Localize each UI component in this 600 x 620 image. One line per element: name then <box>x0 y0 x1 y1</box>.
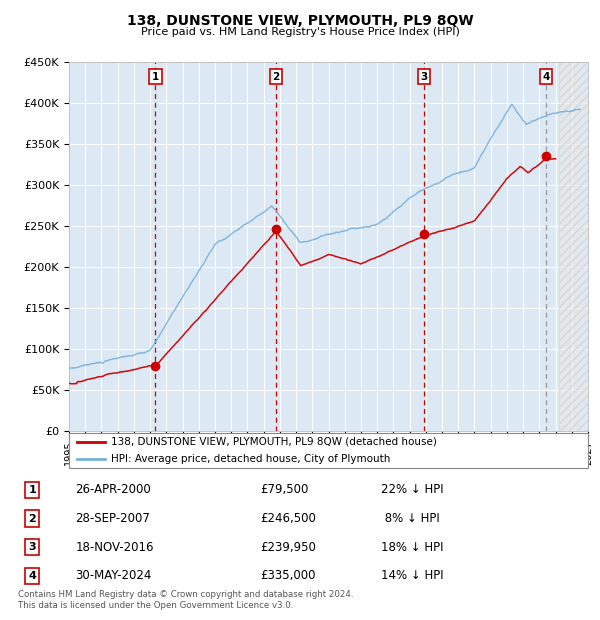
Text: £335,000: £335,000 <box>260 569 316 582</box>
Text: 3: 3 <box>29 542 36 552</box>
Text: 4: 4 <box>28 571 37 581</box>
Text: 18% ↓ HPI: 18% ↓ HPI <box>381 541 443 554</box>
Text: 22% ↓ HPI: 22% ↓ HPI <box>381 484 443 497</box>
Text: 138, DUNSTONE VIEW, PLYMOUTH, PL9 8QW (detached house): 138, DUNSTONE VIEW, PLYMOUTH, PL9 8QW (d… <box>110 436 436 446</box>
Text: 1: 1 <box>152 72 159 82</box>
Text: £79,500: £79,500 <box>260 484 308 497</box>
Text: 1: 1 <box>29 485 36 495</box>
Text: 28-SEP-2007: 28-SEP-2007 <box>76 512 151 525</box>
Text: 4: 4 <box>542 72 550 82</box>
Text: HPI: Average price, detached house, City of Plymouth: HPI: Average price, detached house, City… <box>110 454 390 464</box>
Text: 138, DUNSTONE VIEW, PLYMOUTH, PL9 8QW: 138, DUNSTONE VIEW, PLYMOUTH, PL9 8QW <box>127 14 473 28</box>
FancyBboxPatch shape <box>69 433 588 468</box>
Text: 26-APR-2000: 26-APR-2000 <box>76 484 151 497</box>
Text: 18-NOV-2016: 18-NOV-2016 <box>76 541 154 554</box>
Text: 14% ↓ HPI: 14% ↓ HPI <box>381 569 443 582</box>
Text: 2: 2 <box>272 72 280 82</box>
Text: 2: 2 <box>29 513 36 523</box>
Text: £239,950: £239,950 <box>260 541 316 554</box>
Text: Price paid vs. HM Land Registry's House Price Index (HPI): Price paid vs. HM Land Registry's House … <box>140 27 460 37</box>
Text: £246,500: £246,500 <box>260 512 316 525</box>
Text: 3: 3 <box>420 72 427 82</box>
Text: Contains HM Land Registry data © Crown copyright and database right 2024.
This d: Contains HM Land Registry data © Crown c… <box>18 590 353 609</box>
Text: 30-MAY-2024: 30-MAY-2024 <box>76 569 152 582</box>
Text: 8% ↓ HPI: 8% ↓ HPI <box>381 512 440 525</box>
